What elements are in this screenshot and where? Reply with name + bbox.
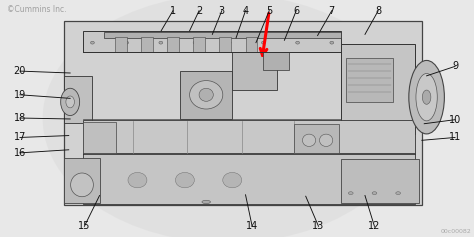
Bar <box>83 31 341 52</box>
Ellipse shape <box>302 134 316 146</box>
Bar <box>246 37 257 52</box>
Ellipse shape <box>190 81 223 109</box>
Ellipse shape <box>422 90 431 104</box>
Ellipse shape <box>202 200 210 204</box>
Bar <box>167 37 179 52</box>
Text: 15: 15 <box>78 221 91 231</box>
Text: 16: 16 <box>14 148 26 158</box>
Bar <box>115 37 127 52</box>
Ellipse shape <box>159 41 163 44</box>
FancyBboxPatch shape <box>64 21 422 205</box>
Text: 14: 14 <box>246 221 258 231</box>
Bar <box>346 58 393 102</box>
Bar <box>232 52 277 90</box>
Ellipse shape <box>223 173 242 188</box>
Ellipse shape <box>71 173 93 197</box>
Ellipse shape <box>330 41 334 44</box>
Bar <box>83 153 415 204</box>
Bar <box>263 52 289 70</box>
Bar <box>341 44 415 134</box>
Text: 17: 17 <box>14 132 26 142</box>
Ellipse shape <box>416 73 437 121</box>
Ellipse shape <box>348 192 353 195</box>
Text: 6: 6 <box>293 6 299 16</box>
Text: 4: 4 <box>243 6 248 16</box>
Ellipse shape <box>125 41 128 44</box>
Bar <box>193 37 205 52</box>
Text: 12: 12 <box>368 221 381 231</box>
Text: 2: 2 <box>196 6 202 16</box>
Ellipse shape <box>372 192 377 195</box>
Text: 3: 3 <box>219 6 225 16</box>
Ellipse shape <box>296 41 300 44</box>
Bar <box>141 37 153 52</box>
Bar <box>64 76 92 123</box>
Text: 1: 1 <box>170 6 176 16</box>
Ellipse shape <box>66 96 74 108</box>
Text: 7: 7 <box>328 6 335 16</box>
Ellipse shape <box>262 41 265 44</box>
Text: 00c00082: 00c00082 <box>441 229 472 234</box>
Bar <box>83 120 415 154</box>
Ellipse shape <box>128 173 147 188</box>
Text: 9: 9 <box>452 61 458 71</box>
Bar <box>64 158 100 203</box>
Text: 19: 19 <box>14 90 26 100</box>
Bar <box>294 124 339 153</box>
Ellipse shape <box>43 0 412 237</box>
Text: 11: 11 <box>449 132 461 142</box>
Ellipse shape <box>409 60 444 134</box>
Text: 8: 8 <box>375 6 381 16</box>
Text: 5: 5 <box>266 6 273 16</box>
Ellipse shape <box>91 41 94 44</box>
Text: 10: 10 <box>449 115 461 125</box>
Text: 13: 13 <box>312 221 325 231</box>
Ellipse shape <box>61 88 80 116</box>
Bar <box>341 159 419 203</box>
Text: 20: 20 <box>14 66 26 76</box>
Text: 18: 18 <box>14 113 26 123</box>
Bar <box>180 71 232 118</box>
Ellipse shape <box>396 192 401 195</box>
Ellipse shape <box>193 41 197 44</box>
Ellipse shape <box>199 88 213 101</box>
Ellipse shape <box>228 41 231 44</box>
Bar <box>83 122 116 153</box>
Bar <box>219 37 231 52</box>
Text: ©Cummins Inc.: ©Cummins Inc. <box>7 5 67 14</box>
Bar <box>104 32 341 38</box>
Ellipse shape <box>319 134 333 146</box>
Ellipse shape <box>175 173 194 188</box>
